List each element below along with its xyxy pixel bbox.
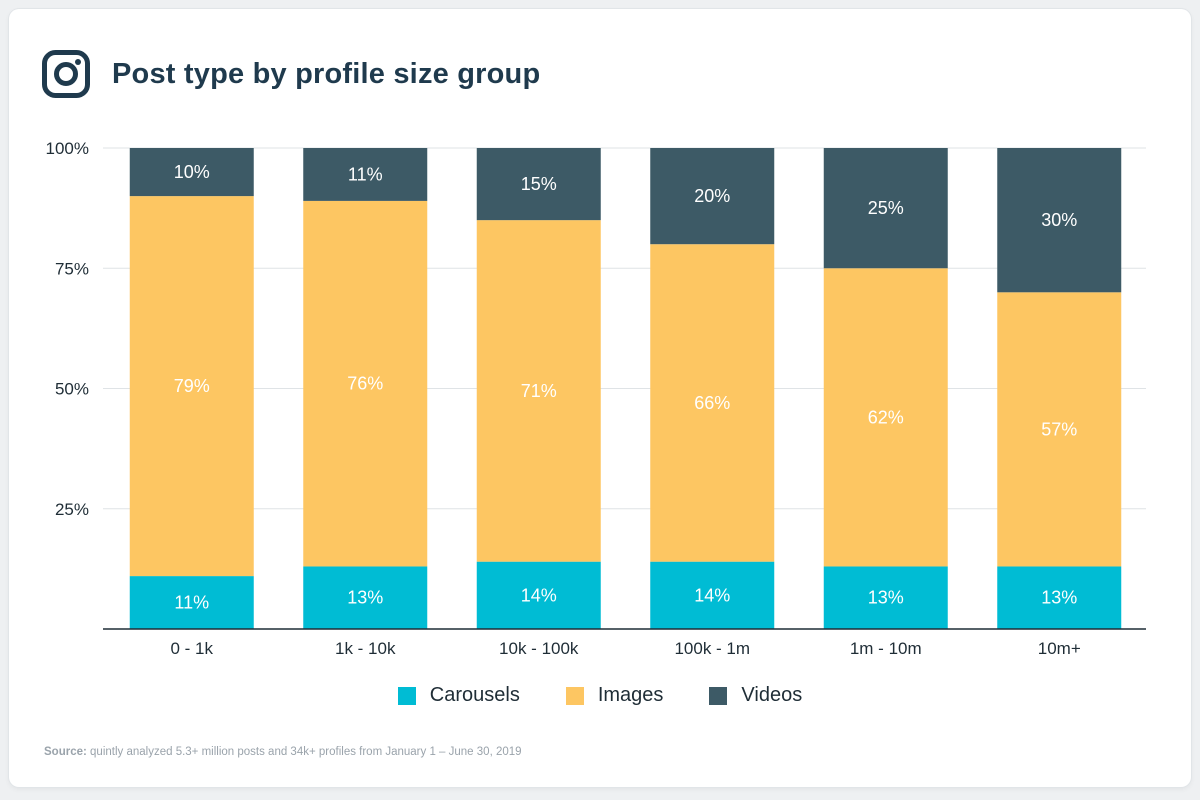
chart-legend: Carousels Images Videos xyxy=(9,684,1191,707)
y-tick-label: 100% xyxy=(46,139,89,158)
stacked-bar-chart: 100% 75% 50% 25% 11% 79% 10% 0 - 1k 13% 76% 11% 1k … xyxy=(46,139,1146,658)
bar-videos-segment xyxy=(129,148,254,197)
chart-header: Post type by profile size group xyxy=(42,49,540,99)
legend-label: Videos xyxy=(741,684,803,706)
source-text: quintly analyzed 5.3+ million posts and … xyxy=(86,746,522,758)
bar-videos-segment xyxy=(997,148,1122,293)
bar-images-segment xyxy=(303,200,428,567)
bar-images-segment xyxy=(650,244,775,562)
bar-carousels-segment xyxy=(303,566,428,629)
x-tick-label: 10k - 100k xyxy=(499,639,579,658)
data-label: 14% xyxy=(694,585,730,605)
data-label: 13% xyxy=(347,588,383,608)
bar-videos-segment xyxy=(823,148,948,269)
bar-carousels-segment xyxy=(997,566,1122,629)
legend-swatch xyxy=(565,686,584,705)
bar-carousels-segment xyxy=(476,561,601,629)
legend-swatch xyxy=(709,686,728,705)
data-label: 15% xyxy=(521,174,557,194)
x-tick-label: 0 - 1k xyxy=(170,639,213,658)
data-label: 66% xyxy=(694,393,730,413)
bar-carousels-segment xyxy=(650,561,775,629)
legend-item-videos: Videos xyxy=(709,684,802,707)
source-prefix: Source: xyxy=(44,746,87,758)
x-tick-label: 100k - 1m xyxy=(674,639,750,658)
data-label: 62% xyxy=(868,407,904,427)
data-label: 10% xyxy=(174,162,210,182)
data-label: 20% xyxy=(694,186,730,206)
data-label: 57% xyxy=(1041,419,1077,439)
bar-videos-segment xyxy=(303,148,428,201)
x-tick-label: 10m+ xyxy=(1038,639,1081,658)
y-tick-label: 50% xyxy=(55,380,89,399)
data-label: 71% xyxy=(521,381,557,401)
legend-swatch xyxy=(397,686,416,705)
data-label: 14% xyxy=(521,585,557,605)
bar-images-segment xyxy=(823,268,948,567)
bar-videos-segment xyxy=(650,148,775,245)
legend-label: Images xyxy=(597,684,664,706)
data-label: 11% xyxy=(348,164,383,184)
bar-images-segment xyxy=(129,196,254,577)
legend-item-carousels: Carousels xyxy=(397,684,520,707)
y-tick-label: 25% xyxy=(55,500,89,519)
data-label: 13% xyxy=(1041,588,1077,608)
legend-item-images: Images xyxy=(565,684,664,707)
chart-card: Post type by profile size group 100% 75% 5… xyxy=(9,9,1191,787)
data-label: 79% xyxy=(174,376,210,396)
data-label: 76% xyxy=(347,374,383,394)
data-label: 13% xyxy=(868,588,904,608)
bar-carousels-segment xyxy=(129,576,254,629)
instagram-icon xyxy=(42,50,90,98)
x-tick-label: 1k - 10k xyxy=(335,639,396,658)
data-label: 11% xyxy=(174,593,209,613)
bar-images-segment xyxy=(997,292,1122,567)
legend-label: Carousels xyxy=(429,684,520,706)
x-tick-label: 1m - 10m xyxy=(850,639,922,658)
data-label: 25% xyxy=(868,198,904,218)
source-note: Source: quintly analyzed 5.3+ million po… xyxy=(44,746,522,758)
bar-videos-segment xyxy=(476,148,601,221)
bar-carousels-segment xyxy=(823,566,948,629)
chart-title: Post type by profile size group xyxy=(112,57,541,90)
y-tick-label: 75% xyxy=(55,259,89,278)
data-label: 30% xyxy=(1041,210,1077,230)
bar-images-segment xyxy=(476,220,601,562)
